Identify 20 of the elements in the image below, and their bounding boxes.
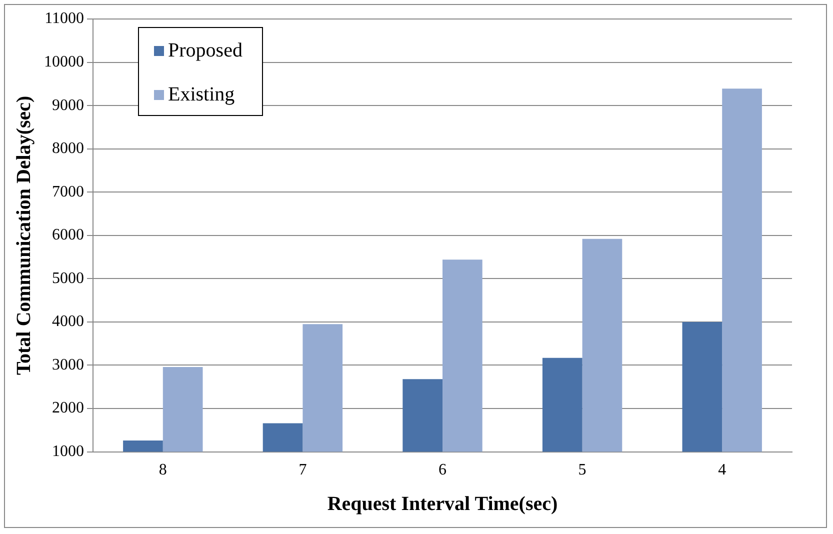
y-tick-label: 11000 xyxy=(44,10,84,28)
x-axis-title: Request Interval Time(sec) xyxy=(327,493,558,516)
y-tick-label: 1000 xyxy=(52,443,84,460)
y-tick-label: 5000 xyxy=(52,270,84,287)
y-tick-label: 4000 xyxy=(52,313,84,330)
y-tick-label: 6000 xyxy=(52,226,84,244)
x-tick-label: 7 xyxy=(298,462,307,479)
x-tick-label: 6 xyxy=(438,462,446,479)
legend-label: Existing xyxy=(168,83,235,106)
x-tick-label: 5 xyxy=(578,462,586,479)
y-tick-label: 7000 xyxy=(52,183,84,200)
y-tick-label: 9000 xyxy=(52,96,84,114)
y-tick-label: 10000 xyxy=(44,53,84,70)
y-tick-label: 8000 xyxy=(52,140,84,158)
y-axis-title: Total Communication Delay(sec) xyxy=(13,96,36,376)
y-tick-label: 2000 xyxy=(52,400,84,417)
x-tick-label: 8 xyxy=(158,462,167,479)
legend-label: Proposed xyxy=(168,39,242,62)
x-tick-label: 4 xyxy=(718,462,726,479)
y-tick-label: 3000 xyxy=(52,356,84,374)
